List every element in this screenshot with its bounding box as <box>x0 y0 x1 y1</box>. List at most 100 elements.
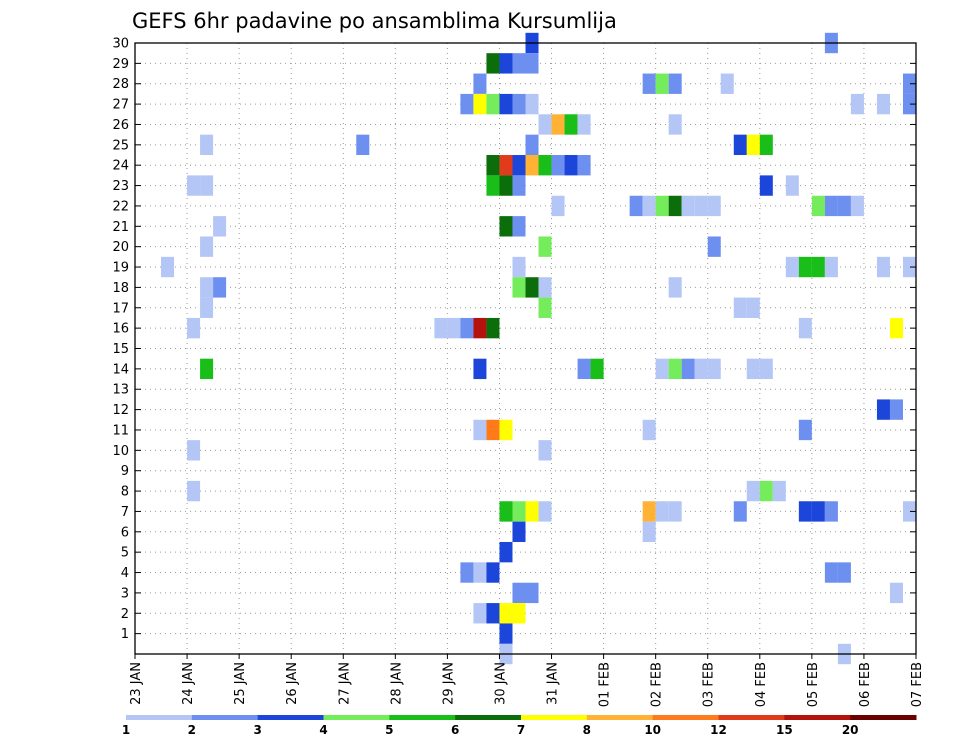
y-tick-label: 25 <box>112 138 129 153</box>
heatmap-cell <box>538 114 552 135</box>
y-tick-label: 4 <box>121 566 129 581</box>
heatmap-cell <box>889 317 903 339</box>
heatmap-cell <box>876 399 890 420</box>
heatmap-cell <box>525 155 539 176</box>
heatmap-cell <box>213 216 227 237</box>
heatmap-cell <box>902 256 916 278</box>
legend-label: 20 <box>842 723 859 737</box>
heatmap-cell <box>499 93 513 115</box>
heatmap-cell <box>486 53 500 74</box>
heatmap-cell <box>187 440 201 461</box>
heatmap-cell <box>486 419 500 441</box>
heatmap-cell <box>486 603 500 624</box>
heatmap-cell <box>200 297 214 318</box>
heatmap-cell <box>512 155 526 176</box>
heatmap-cell <box>213 277 227 298</box>
heatmap-cell <box>473 358 487 380</box>
y-axis-ticks: 1234567891011121314151617181920212223242… <box>112 37 916 642</box>
y-tick-label: 22 <box>112 199 129 214</box>
heatmap-cell <box>499 53 513 74</box>
heatmap-cell <box>564 114 578 135</box>
heatmap-cell <box>759 175 773 196</box>
heatmap-cell <box>486 175 500 196</box>
y-tick-label: 19 <box>112 261 129 276</box>
heatmap-cell <box>499 501 513 522</box>
heatmap-cell <box>512 256 526 278</box>
x-axis-ticks: 23 JAN 24 JAN 25 JAN 26 JAN 27 JAN 28 JAN 29 J… <box>129 654 925 707</box>
y-tick-label: 17 <box>112 301 129 316</box>
heatmap-cell <box>668 114 682 135</box>
heatmap-cell <box>538 277 552 298</box>
heatmap-cell <box>655 501 669 522</box>
y-tick-label: 14 <box>112 362 129 377</box>
heatmap-cell <box>824 501 838 522</box>
x-tick-label: 05 FEB <box>806 662 821 707</box>
heatmap-cell <box>486 93 500 115</box>
heatmap-cell <box>512 501 526 522</box>
heatmap-cell <box>564 155 578 176</box>
heatmap-cell <box>551 195 565 217</box>
heatmap-cell <box>499 155 513 176</box>
heatmap-cell <box>460 93 474 115</box>
heatmap-cell <box>694 358 708 380</box>
x-tick-label: 29 JAN <box>441 662 456 705</box>
heatmap-cell <box>811 256 825 278</box>
y-tick-label: 29 <box>112 57 129 72</box>
heatmap-cell <box>499 419 513 441</box>
heatmap-cell <box>746 480 760 502</box>
y-tick-label: 23 <box>112 179 129 194</box>
heatmap-cell <box>538 440 552 461</box>
heatmap-cell <box>668 195 682 217</box>
heatmap-cell <box>902 501 916 522</box>
heatmap-cell <box>200 134 214 156</box>
y-tick-label: 2 <box>121 607 129 622</box>
legend-swatch <box>521 715 588 720</box>
heatmap-cell <box>824 562 838 583</box>
heatmap-cell <box>902 73 916 94</box>
legend-swatch <box>257 715 324 720</box>
heatmap-cell <box>720 73 734 94</box>
y-tick-label: 10 <box>112 444 129 459</box>
y-tick-label: 7 <box>121 505 129 520</box>
x-tick-label: 04 FEB <box>754 662 769 707</box>
heatmap-cell <box>473 73 487 94</box>
y-tick-label: 18 <box>112 281 129 296</box>
heatmap-cell <box>551 114 565 135</box>
heatmap-cell <box>655 73 669 94</box>
heatmap-cell <box>668 277 682 298</box>
x-tick-label: 27 JAN <box>337 662 352 705</box>
legend-swatch <box>718 715 785 720</box>
heatmap-cells <box>161 32 916 665</box>
legend-label: 3 <box>253 723 261 737</box>
heatmap-cell <box>668 73 682 94</box>
heatmap-cell <box>486 155 500 176</box>
heatmap-cell <box>759 480 773 502</box>
x-tick-label: 01 FEB <box>598 662 613 707</box>
y-tick-label: 9 <box>121 464 129 479</box>
heatmap-cell <box>733 297 747 318</box>
heatmap-cell <box>811 501 825 522</box>
x-tick-label: 26 JAN <box>285 662 300 705</box>
y-tick-label: 5 <box>121 546 129 561</box>
y-tick-label: 30 <box>112 37 129 52</box>
heatmap-cell <box>577 114 591 135</box>
legend-swatch <box>126 715 193 720</box>
heatmap-cell <box>642 521 656 542</box>
x-tick-label: 31 JAN <box>546 662 561 705</box>
heatmap-cell <box>798 256 812 278</box>
heatmap-cell <box>473 419 487 441</box>
heatmap-cell <box>525 501 539 522</box>
heatmap-cell <box>512 521 526 542</box>
legend-label: 5 <box>385 723 393 737</box>
heatmap-cell <box>473 93 487 115</box>
heatmap-cell <box>642 73 656 94</box>
heatmap-cell <box>525 582 539 604</box>
x-tick-label: 28 JAN <box>389 662 404 705</box>
heatmap-cell <box>486 317 500 339</box>
y-tick-label: 27 <box>112 98 129 113</box>
heatmap-cell <box>668 501 682 522</box>
heatmap-cell <box>642 195 656 217</box>
heatmap-cell <box>538 297 552 318</box>
heatmap-cell <box>772 480 786 502</box>
x-tick-label: 02 FEB <box>650 662 665 707</box>
